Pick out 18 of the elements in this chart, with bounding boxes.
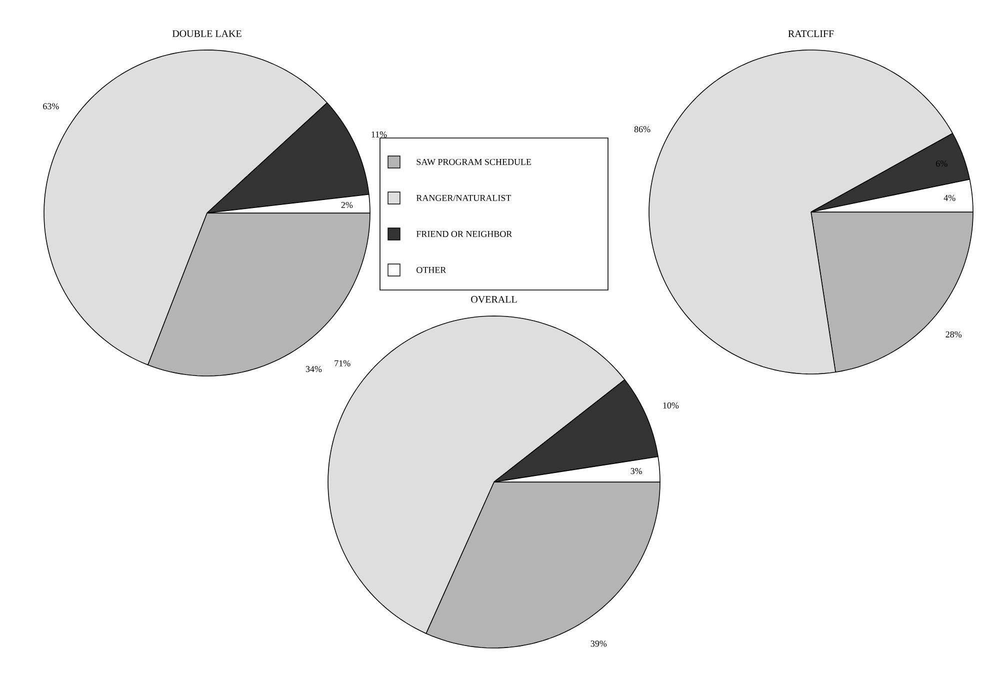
data-label: 34% (306, 366, 322, 372)
data-label: 63% (43, 103, 59, 110)
data-label: 71% (334, 360, 350, 366)
chart-title: OVERALL (471, 296, 517, 303)
legend-label: RANGER/NATURALIST (416, 194, 512, 202)
chart-title: RATCLIFF (788, 30, 834, 38)
data-label: 11% (372, 131, 387, 138)
legend-label: OTHER (416, 266, 446, 274)
data-label: 4% (944, 194, 956, 201)
data-label: 39% (590, 640, 607, 647)
data-label: 28% (946, 331, 962, 338)
legend-label: SAW PROGRAM SCHEDULE (416, 158, 532, 166)
data-label: 2% (341, 202, 353, 208)
data-label: 86% (634, 126, 650, 132)
data-label: 3% (630, 468, 642, 474)
legend-label: FRIEND OR NEIGHBOR (416, 230, 512, 238)
data-label: 10% (663, 402, 679, 409)
chart-title: DOUBLE LAKE (172, 30, 242, 38)
